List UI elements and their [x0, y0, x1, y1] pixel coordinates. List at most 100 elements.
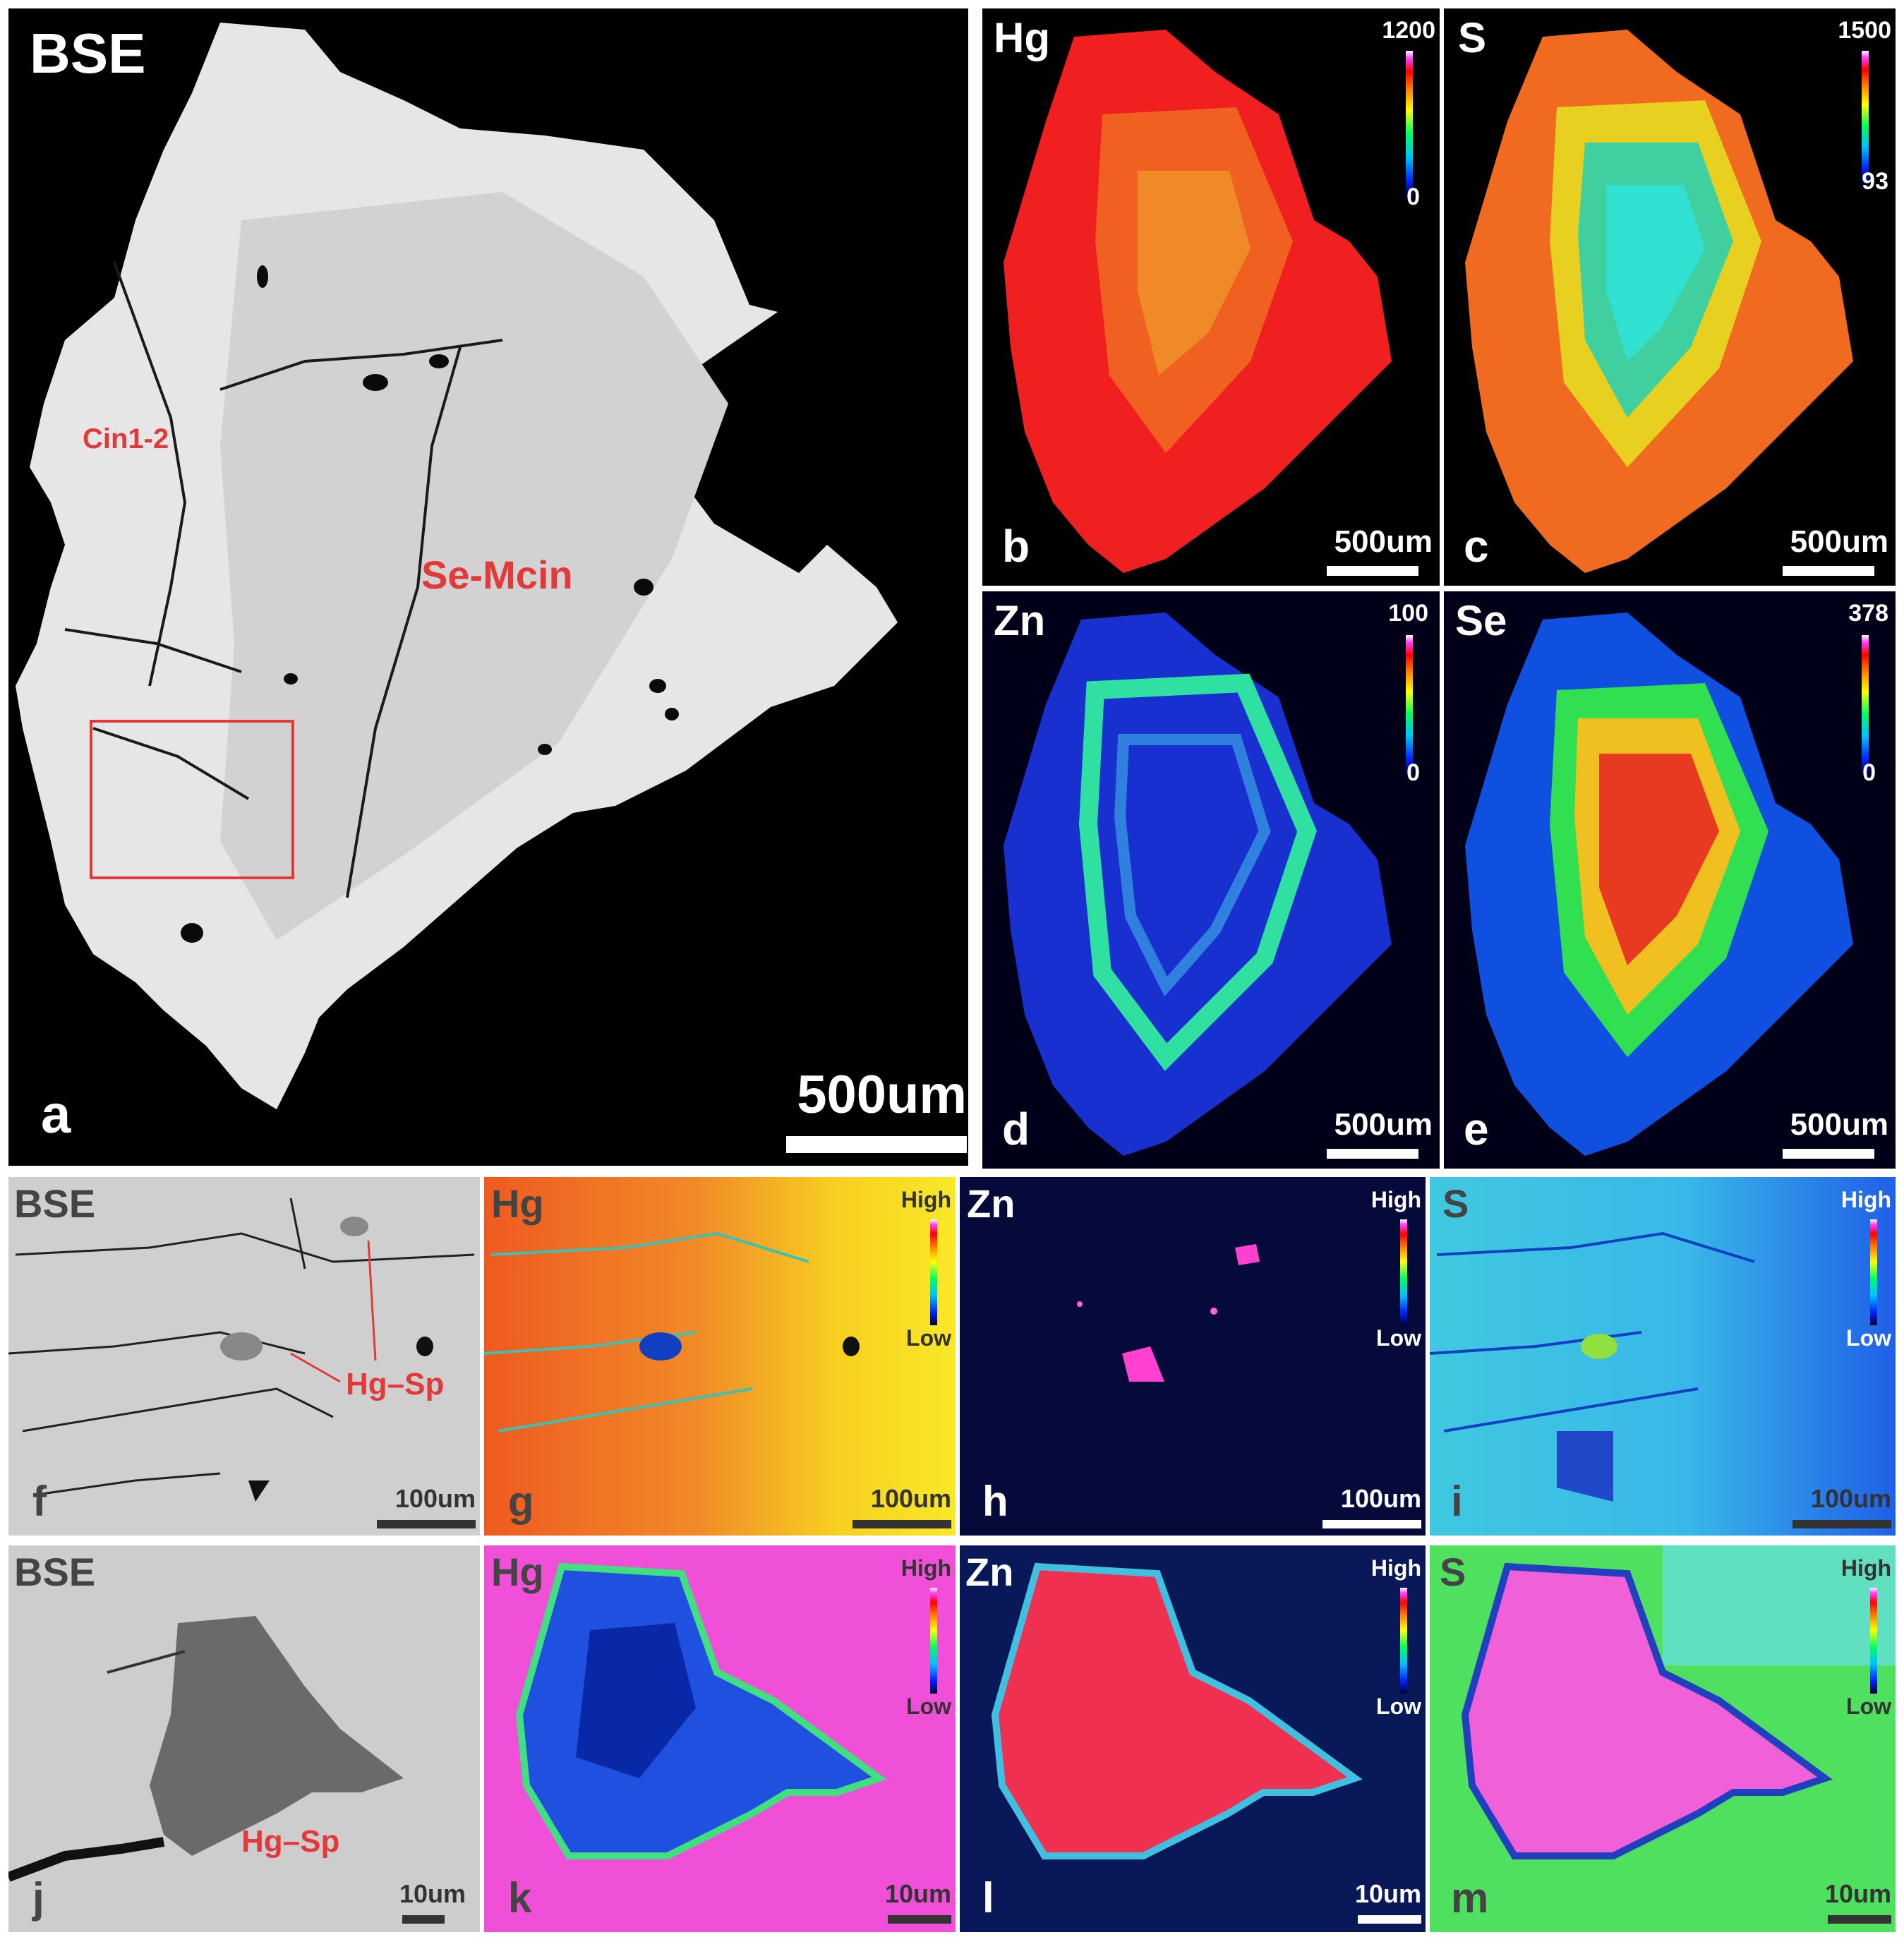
panel-h-zn-map: Zn High Low h 100um [960, 1177, 1426, 1536]
panel-l-letter: l [982, 1874, 994, 1922]
panel-g-scale-bar: 100um [838, 1486, 951, 1528]
panel-h-scale-bar: 100um [1308, 1486, 1421, 1528]
scale-bar-line [1322, 1520, 1421, 1528]
scale-bar-line [1327, 566, 1418, 576]
colorbar [1862, 635, 1869, 776]
label-hg-sp: Hg–Sp [241, 1824, 340, 1859]
colorbar-low: Low [906, 1325, 951, 1351]
panel-j-scale-bar: 10um [374, 1881, 466, 1924]
colorbar-low: Low [906, 1694, 951, 1719]
panel-b-letter: b [1002, 521, 1030, 572]
panel-c-s-map: S 1500 93 c 500um [1444, 8, 1896, 586]
scale-bar-line [1358, 1915, 1421, 1924]
s-zoom-map-image [1430, 1177, 1896, 1536]
panel-l-zn-map: Zn High Low l 10um [960, 1545, 1426, 1932]
panel-d-letter: d [1002, 1104, 1030, 1154]
se-map-image [1465, 613, 1853, 1156]
scale-bar-line [1792, 1520, 1891, 1528]
colorbar [930, 1588, 937, 1694]
panel-m-letter: m [1451, 1874, 1489, 1922]
scale-bar-label: 500um [1334, 524, 1433, 559]
colorbar-min: 0 [1862, 759, 1876, 786]
panel-f-letter: f [32, 1478, 47, 1525]
scale-bar-label: 500um [1790, 1107, 1888, 1142]
panel-i-letter: i [1451, 1478, 1463, 1525]
panel-c-letter: c [1464, 521, 1489, 572]
panel-k-title: Hg [491, 1550, 544, 1594]
zn-detail-map-image [991, 1562, 1363, 1859]
colorbar [1870, 1588, 1877, 1694]
colorbar [930, 1219, 937, 1325]
panel-l-title: Zn [965, 1550, 1014, 1594]
panel-m-title: S [1440, 1550, 1466, 1594]
colorbar-max: 378 [1848, 600, 1888, 627]
scale-bar-label: 100um [1340, 1484, 1421, 1513]
panel-f-title: BSE [14, 1181, 96, 1226]
scale-bar-label: 500um [1334, 1107, 1433, 1142]
colorbar-min: 0 [1406, 183, 1420, 210]
hg-detail-map-image [515, 1562, 887, 1859]
scale-bar-label: 500um [1790, 524, 1888, 559]
panel-l-scale-bar: 10um [1330, 1881, 1421, 1924]
panel-k-letter: k [508, 1874, 532, 1922]
panel-e-se-map: Se 378 0 e 500um [1444, 591, 1896, 1169]
panel-a-title: BSE [30, 22, 146, 85]
scale-bar-label: 10um [1824, 1879, 1891, 1908]
scale-bar-label: 100um [394, 1484, 476, 1513]
colorbar [1406, 51, 1413, 199]
panel-m-scale-bar: 10um [1800, 1881, 1891, 1924]
bse-grain-image [16, 23, 898, 1109]
panel-d-zn-map: Zn 100 0 d 500um [982, 591, 1440, 1169]
panel-d-scale-bar: 500um [1291, 1109, 1433, 1159]
colorbar-max: 1500 [1838, 17, 1891, 44]
colorbar [1862, 51, 1869, 185]
panel-h-letter: h [982, 1478, 1008, 1525]
scale-bar-line [402, 1915, 445, 1924]
panel-j-bse-zoom: BSE Hg–Sp j 10um [8, 1545, 480, 1932]
colorbar-max: 100 [1388, 600, 1428, 627]
colorbar-low: Low [1846, 1694, 1891, 1719]
panel-g-title: Hg [491, 1181, 544, 1226]
panel-c-title: S [1458, 14, 1487, 61]
scale-bar-label: 10um [884, 1879, 951, 1908]
colorbar-low: Low [1846, 1325, 1891, 1351]
panel-j-title: BSE [14, 1550, 96, 1594]
colorbar [1870, 1219, 1877, 1325]
colorbar-min: 93 [1862, 168, 1888, 195]
scale-bar-label: 100um [1810, 1484, 1891, 1513]
colorbar-high: High [1840, 1555, 1891, 1581]
scale-bar-label: 10um [1354, 1879, 1421, 1908]
zn-zoom-map-image [1077, 1244, 1260, 1382]
colorbar-low: Low [1376, 1325, 1421, 1351]
panel-e-scale-bar: 500um [1747, 1109, 1888, 1159]
panel-e-title: Se [1455, 597, 1507, 644]
panel-i-title: S [1442, 1181, 1469, 1226]
colorbar-high: High [1840, 1187, 1891, 1212]
s-detail-map-image [1461, 1545, 1896, 1859]
colorbar-high: High [900, 1187, 951, 1212]
panel-f-bse-zoom: BSE Hg–Sp f 100um [8, 1177, 480, 1536]
scale-bar-label: 10um [399, 1879, 466, 1908]
panel-g-letter: g [508, 1478, 534, 1525]
colorbar-high: High [900, 1555, 951, 1581]
panel-b-scale-bar: 500um [1291, 526, 1433, 576]
panel-k-scale-bar: 10um [860, 1881, 951, 1924]
colorbar-high: High [1370, 1187, 1421, 1212]
panel-d-title: Zn [994, 597, 1046, 644]
label-se-mcin: Se-Mcin [421, 553, 573, 597]
panel-b-hg-map: Hg 1200 0 b 500um [982, 8, 1440, 586]
s-map-image [1465, 30, 1853, 573]
panel-c-scale-bar: 500um [1747, 526, 1888, 576]
colorbar-high: High [1370, 1555, 1421, 1581]
scale-bar-line [1327, 1149, 1418, 1159]
highlight-box [90, 720, 294, 879]
label-hg-sp: Hg–Sp [346, 1367, 445, 1401]
panel-e-letter: e [1464, 1104, 1489, 1154]
panel-g-hg-map: Hg High Low g 100um [484, 1177, 956, 1536]
panel-j-letter: j [32, 1874, 44, 1922]
scale-bar-line [1783, 566, 1874, 576]
panel-k-hg-map: Hg High Low k 10um [484, 1545, 956, 1932]
panel-h-title: Zn [967, 1181, 1016, 1226]
hg-map-image [1004, 30, 1392, 573]
bse-zoom-image [8, 1198, 475, 1502]
